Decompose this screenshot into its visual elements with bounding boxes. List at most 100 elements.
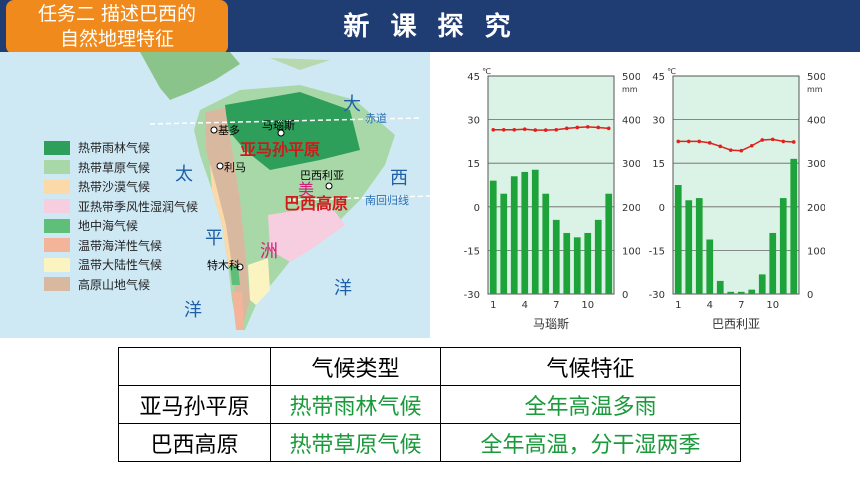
temp-tick-label: 15: [652, 159, 665, 170]
temp-point: [522, 127, 527, 131]
table-cell-climate-feature: 全年高温，分干湿两季: [440, 423, 741, 462]
ocean-label-xi: 西: [390, 168, 408, 189]
precip-bar: [748, 289, 756, 294]
legend-item: 亚热带季风性湿润气候: [44, 197, 198, 217]
legend-label: 热带沙漠气候: [78, 180, 151, 195]
plot-area: [672, 75, 800, 295]
climate-chart-manaus: 45 30 15 0 -15 -30 500 400 300 200 100 0 ℃ mm 1 4 7 10 马瑙斯: [464, 67, 640, 331]
legend-label: 亚热带季风性湿润气候: [78, 199, 199, 214]
legend-swatch: [44, 277, 70, 292]
precip-bar: [489, 180, 497, 294]
precip-bar: [510, 176, 518, 294]
legend-label: 温带海洋性气候: [78, 238, 163, 253]
temp-tick-label: 30: [467, 116, 480, 127]
legend-swatch: [44, 199, 70, 214]
temp-point: [781, 139, 786, 144]
precip-bar: [542, 193, 550, 294]
x-tick-label: 1: [675, 300, 681, 311]
temp-point: [739, 148, 744, 153]
ocean-label-yang: 洋: [184, 300, 202, 321]
precip-tick-label: 500: [622, 72, 640, 83]
precip-tick-label: 400: [622, 116, 640, 127]
legend-label: 热带草原气候: [78, 160, 151, 175]
temp-tick-label: -30: [464, 290, 480, 301]
precip-bar: [790, 158, 798, 294]
temp-point: [707, 141, 712, 145]
precip-tick-label: 300: [807, 159, 825, 170]
x-tick-label: 4: [522, 300, 528, 311]
precip-tick-label: 100: [807, 246, 825, 257]
precip-bar: [531, 169, 539, 294]
table-header-row: 气候类型 气候特征: [118, 347, 741, 386]
task-line-2: 自然地理特征: [59, 28, 174, 50]
legend-label: 热带雨林气候: [78, 141, 151, 156]
legend-item: 温带大陆性气候: [44, 255, 198, 275]
city-label-manaus: 马瑙斯: [262, 119, 295, 132]
task-line-1: 任务二 描述巴西的: [37, 3, 197, 25]
page-title: 新 课 探 究: [343, 12, 517, 42]
temp-point: [686, 139, 691, 144]
temp-tick-label: 15: [467, 159, 480, 170]
chart-title: 马瑙斯: [533, 317, 569, 331]
continent-label-zhou: 洲: [260, 241, 278, 262]
precip-bar: [674, 185, 682, 294]
table-header-cell: 气候类型: [270, 347, 441, 386]
region-label-amazon: 亚马孙平原: [240, 140, 321, 159]
temp-tick-label: 30: [652, 116, 665, 127]
temp-point: [749, 143, 754, 148]
equator-label: 赤道: [365, 112, 387, 125]
legend-swatch: [44, 140, 70, 155]
precip-unit-label: mm: [622, 85, 638, 94]
legend-item: 热带沙漠气候: [44, 177, 198, 197]
precip-bar: [521, 171, 529, 294]
temp-point: [564, 126, 569, 131]
legend-swatch: [44, 238, 70, 253]
city-label-brasilia: 巴西利亚: [300, 169, 344, 182]
table-row: 巴西高原 热带草原气候 全年高温，分干湿两季: [118, 423, 741, 462]
climate-summary-table: 气候类型 气候特征 亚马孙平原 热带雨林气候 全年高温多雨 巴西高原 热带草原气…: [118, 347, 741, 462]
table-header-cell: [118, 347, 271, 386]
chart-title: 巴西利亚: [712, 317, 760, 331]
temp-tick-label: 45: [652, 72, 665, 83]
ocean-label-ping: 平: [205, 228, 223, 249]
precip-unit-label: mm: [807, 85, 823, 94]
precip-bar: [552, 219, 560, 294]
climate-legend: 热带雨林气候 热带草原气候 热带沙漠气候亚热带季风性湿润气候 地中海气候温带海洋性气候…: [44, 138, 198, 294]
precip-bar: [737, 291, 745, 294]
table-cell-climate-type: 热带雨林气候: [270, 385, 441, 424]
temp-point: [512, 127, 517, 132]
legend-item: 热带草原气候: [44, 158, 198, 178]
x-tick-label: 1: [490, 300, 496, 311]
precip-tick-label: 200: [807, 203, 825, 214]
precip-bar: [500, 193, 508, 294]
temp-point: [554, 127, 559, 132]
legend-swatch: [44, 218, 70, 233]
tropic-label: 南回归线: [365, 194, 409, 207]
legend-item: 热带雨林气候: [44, 138, 198, 158]
temp-tick-label: 0: [474, 203, 480, 214]
legend-label: 地中海气候: [78, 219, 139, 234]
temp-point: [501, 127, 506, 132]
temp-point: [606, 126, 611, 131]
legend-label: 温带大陆性气候: [78, 258, 163, 273]
precip-tick-label: 400: [807, 116, 825, 127]
temp-tick-label: 0: [659, 203, 665, 214]
temp-point: [718, 144, 723, 149]
x-tick-label: 10: [581, 300, 594, 311]
city-label-temuco: 特木科: [207, 259, 240, 272]
table-cell-climate-type: 热带草原气候: [270, 423, 441, 462]
legend-item: 温带海洋性气候: [44, 236, 198, 256]
precip-tick-label: 0: [807, 290, 813, 301]
temp-tick-label: -15: [649, 246, 665, 257]
precip-bar: [779, 198, 787, 294]
legend-swatch: [44, 257, 70, 272]
precip-bar: [727, 291, 735, 294]
precip-tick-label: 100: [622, 246, 640, 257]
x-tick-label: 7: [553, 300, 559, 311]
temp-tick-label: -15: [464, 246, 480, 257]
task-badge: 任务二 描述巴西的 自然地理特征: [6, 0, 228, 54]
legend-item: 高原山地气候: [44, 275, 198, 295]
table-row: 亚马孙平原 热带雨林气候 全年高温多雨: [118, 385, 741, 424]
legend-item: 地中海气候: [44, 216, 198, 236]
temp-point: [596, 125, 601, 130]
